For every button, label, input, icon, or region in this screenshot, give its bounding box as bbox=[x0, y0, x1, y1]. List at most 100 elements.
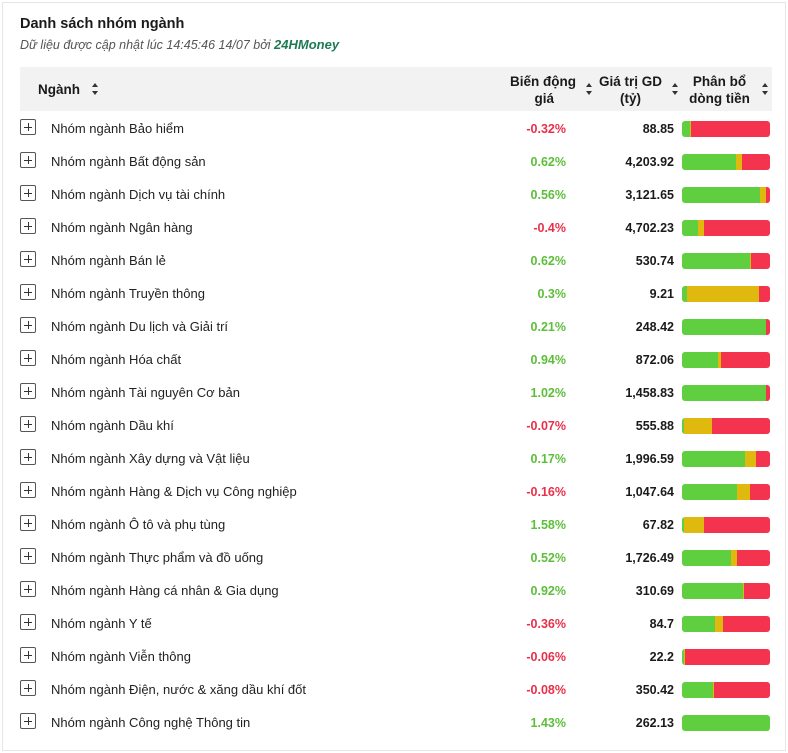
industry-name[interactable]: Nhóm ngành Du lịch và Giải trí bbox=[51, 319, 229, 334]
expand-icon[interactable] bbox=[20, 350, 36, 366]
update-info: Dữ liệu được cập nhật lúc 14:45:46 14/07… bbox=[20, 37, 339, 52]
sort-icon[interactable] bbox=[92, 83, 99, 95]
money-flow-bar bbox=[682, 319, 770, 335]
table-row[interactable]: Nhóm ngành Tài nguyên Cơ bản 1.02% 1,458.8… bbox=[3, 377, 787, 410]
table-row[interactable]: Nhóm ngành Hàng & Dịch vụ Công nghiệp -0.… bbox=[3, 476, 787, 509]
expand-icon[interactable] bbox=[20, 251, 36, 267]
flow-up-segment bbox=[682, 121, 690, 137]
industry-name[interactable]: Nhóm ngành Viễn thông bbox=[51, 649, 191, 664]
expand-icon[interactable] bbox=[20, 581, 36, 597]
flow-down-segment bbox=[766, 385, 770, 401]
industry-name[interactable]: Nhóm ngành Thực phẩm và đồ uống bbox=[51, 550, 264, 565]
trade-value: 1,047.64 bbox=[625, 485, 674, 499]
table-row[interactable]: Nhóm ngành Viễn thông -0.06% 22.2 bbox=[3, 641, 787, 674]
industry-name[interactable]: Nhóm ngành Dịch vụ tài chính bbox=[51, 187, 226, 202]
table-row[interactable]: Nhóm ngành Hóa chất 0.94% 872.06 bbox=[3, 344, 787, 377]
update-timestamp: Dữ liệu được cập nhật lúc 14:45:46 14/07… bbox=[20, 38, 271, 52]
money-flow-bar bbox=[682, 352, 770, 368]
trade-value: 9.21 bbox=[649, 287, 674, 301]
trade-value: 3,121.65 bbox=[625, 188, 674, 202]
industry-name[interactable]: Nhóm ngành Điện, nước & xăng dầu khí đốt bbox=[51, 682, 306, 697]
expand-icon[interactable] bbox=[20, 713, 36, 729]
trade-value: 1,996.59 bbox=[625, 452, 674, 466]
table-row[interactable]: Nhóm ngành Ngân hàng -0.4% 4,702.23 bbox=[3, 212, 787, 245]
expand-icon[interactable] bbox=[20, 647, 36, 663]
column-value[interactable]: Giá trị GD (tỷ) bbox=[595, 73, 666, 107]
industry-name[interactable]: Nhóm ngành Xây dựng và Vật liệu bbox=[51, 451, 250, 466]
expand-icon[interactable] bbox=[20, 515, 36, 531]
industry-name[interactable]: Nhóm ngành Hàng cá nhân & Gia dụng bbox=[51, 583, 279, 598]
expand-icon[interactable] bbox=[20, 482, 36, 498]
industry-name[interactable]: Nhóm ngành Y tế bbox=[51, 616, 152, 631]
expand-icon[interactable] bbox=[20, 449, 36, 465]
industry-name[interactable]: Nhóm ngành Công nghệ Thông tin bbox=[51, 715, 251, 730]
table-row[interactable]: Nhóm ngành Dầu khí -0.07% 555.88 bbox=[3, 410, 787, 443]
column-value-label-2: (tỷ) bbox=[620, 91, 641, 106]
expand-icon[interactable] bbox=[20, 185, 36, 201]
sort-icon[interactable] bbox=[586, 83, 593, 95]
flow-down-segment bbox=[755, 451, 770, 467]
flow-down-segment bbox=[711, 418, 770, 434]
expand-icon[interactable] bbox=[20, 680, 36, 696]
sort-icon[interactable] bbox=[672, 83, 679, 95]
price-change: 0.3% bbox=[537, 287, 567, 301]
industry-name[interactable]: Nhóm ngành Tài nguyên Cơ bản bbox=[51, 385, 240, 400]
table-row[interactable]: Nhóm ngành Xây dựng và Vật liệu 0.17% 1,99… bbox=[3, 443, 787, 476]
trade-value: 555.88 bbox=[635, 419, 674, 433]
industry-name[interactable]: Nhóm ngành Bảo hiểm bbox=[51, 121, 184, 136]
table-row[interactable]: Nhóm ngành Dịch vụ tài chính 0.56% 3,121.6… bbox=[3, 179, 787, 212]
expand-icon[interactable] bbox=[20, 152, 36, 168]
industry-name[interactable]: Nhóm ngành Ngân hàng bbox=[51, 220, 193, 235]
flow-down-segment bbox=[750, 253, 770, 269]
flow-up-segment bbox=[682, 682, 713, 698]
flow-reference-segment bbox=[765, 319, 767, 335]
column-industry[interactable]: Ngành bbox=[38, 81, 80, 98]
column-flow-label-2: dòng tiền bbox=[689, 91, 750, 106]
flow-down-segment bbox=[713, 682, 770, 698]
money-flow-bar bbox=[682, 451, 770, 467]
flow-up-segment bbox=[682, 286, 688, 302]
table-row[interactable]: Nhóm ngành Bán lẻ 0.62% 530.74 bbox=[3, 245, 787, 278]
expand-icon[interactable] bbox=[20, 383, 36, 399]
flow-up-segment bbox=[682, 253, 750, 269]
industry-name[interactable]: Nhóm ngành Ô tô và phụ tùng bbox=[51, 517, 226, 532]
table-row[interactable]: Nhóm ngành Du lịch và Giải trí 0.21% 248.4… bbox=[3, 311, 787, 344]
table-row[interactable]: Nhóm ngành Điện, nước & xăng dầu khí đốt… bbox=[3, 674, 787, 707]
table-row[interactable]: Nhóm ngành Công nghệ Thông tin 1.43% 262.1… bbox=[3, 707, 787, 740]
table-row[interactable]: Nhóm ngành Ô tô và phụ tùng 1.58% 67.82 bbox=[3, 509, 787, 542]
flow-down-segment bbox=[758, 286, 770, 302]
table-row[interactable]: Nhóm ngành Y tế -0.36% 84.7 bbox=[3, 608, 787, 641]
table-row[interactable]: Nhóm ngành Thực phẩm và đồ uống 0.52% 1,72… bbox=[3, 542, 787, 575]
table-row[interactable]: Nhóm ngành Hàng cá nhân & Gia dụng 0.92% 3… bbox=[3, 575, 787, 608]
column-flow[interactable]: Phân bổ dòng tiền bbox=[685, 73, 754, 107]
trade-value: 67.82 bbox=[642, 518, 674, 532]
industry-name[interactable]: Nhóm ngành Hóa chất bbox=[51, 352, 182, 367]
expand-icon[interactable] bbox=[20, 416, 36, 432]
flow-up-segment bbox=[682, 715, 770, 731]
flow-reference-segment bbox=[683, 649, 685, 665]
money-flow-bar bbox=[682, 682, 770, 698]
sort-icon[interactable] bbox=[762, 83, 769, 95]
industry-name[interactable]: Nhóm ngành Truyền thông bbox=[51, 286, 205, 301]
expand-icon[interactable] bbox=[20, 218, 36, 234]
industry-name[interactable]: Nhóm ngành Dầu khí bbox=[51, 418, 174, 433]
brand-link[interactable]: 24HMoney bbox=[274, 37, 340, 52]
industry-name[interactable]: Nhóm ngành Bất động sản bbox=[51, 154, 206, 169]
expand-icon[interactable] bbox=[20, 614, 36, 630]
expand-icon[interactable] bbox=[20, 284, 36, 300]
flow-up-segment bbox=[682, 187, 761, 203]
price-change: 0.52% bbox=[530, 551, 566, 565]
expand-icon[interactable] bbox=[20, 119, 36, 135]
table-row[interactable]: Nhóm ngành Truyền thông 0.3% 9.21 bbox=[3, 278, 787, 311]
industry-name[interactable]: Nhóm ngành Bán lẻ bbox=[51, 253, 166, 268]
column-change[interactable]: Biến động giá bbox=[490, 73, 576, 107]
money-flow-bar bbox=[682, 385, 770, 401]
industry-name[interactable]: Nhóm ngành Hàng & Dịch vụ Công nghiệp bbox=[51, 484, 297, 499]
table-row[interactable]: Nhóm ngành Bất động sản 0.62% 4,203.92 bbox=[3, 146, 787, 179]
expand-icon[interactable] bbox=[20, 548, 36, 564]
money-flow-bar bbox=[682, 418, 770, 434]
expand-icon[interactable] bbox=[20, 317, 36, 333]
table-row[interactable]: Nhóm ngành Bảo hiểm -0.32% 88.85 bbox=[3, 113, 787, 146]
price-change: -0.36% bbox=[526, 617, 566, 631]
trade-value: 88.85 bbox=[642, 122, 674, 136]
